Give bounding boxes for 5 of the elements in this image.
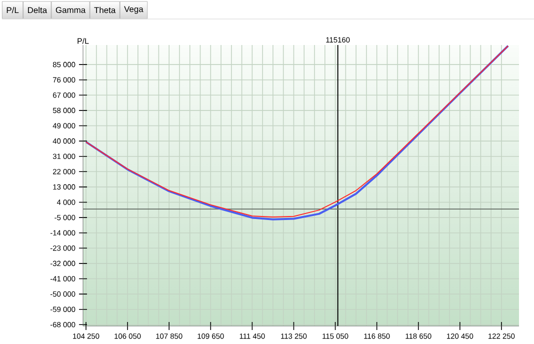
text: Delta — [28, 6, 48, 14]
text: Theta — [94, 6, 116, 14]
text: Gamma — [56, 7, 86, 13]
text: Vega — [124, 6, 144, 14]
text: P/L — [6, 6, 19, 14]
